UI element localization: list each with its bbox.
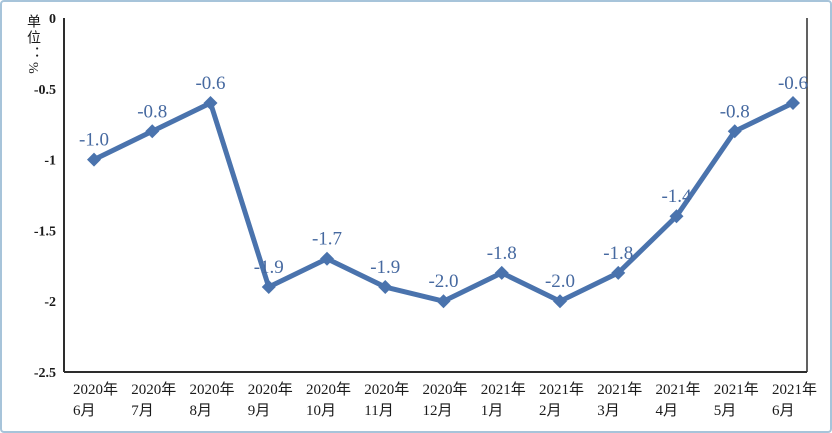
x-tick-year-label: 2020年 — [248, 381, 293, 398]
data-point-marker — [87, 152, 101, 167]
x-tick-month-label: 1月 — [481, 403, 504, 419]
data-point-marker — [378, 280, 393, 295]
data-point-marker — [203, 95, 218, 110]
x-tick-year-label: 2021年 — [481, 381, 526, 398]
x-tick-year-label: 2021年 — [539, 381, 584, 398]
x-tick-year-label: 2020年 — [190, 381, 235, 398]
x-tick-year-label: 2020年 — [364, 381, 409, 398]
x-tick-month-label: 9月 — [248, 403, 271, 419]
data-point-label: -0.6 — [195, 73, 225, 94]
y-axis-unit-label: 单位：% — [25, 14, 40, 76]
data-point-label: -0.8 — [720, 101, 750, 122]
y-tick-label: -1.5 — [34, 224, 56, 239]
data-point-label: -1.9 — [254, 257, 284, 278]
data-point-marker — [436, 294, 451, 309]
y-tick-label: -2 — [44, 295, 56, 310]
data-point-label: -2.0 — [428, 271, 458, 292]
data-point-label: -1.8 — [603, 243, 633, 264]
x-tick-month-label: 6月 — [73, 403, 96, 419]
x-tick-year-label: 2020年 — [423, 381, 468, 398]
data-point-marker — [669, 209, 684, 224]
data-point-label: -0.6 — [778, 73, 808, 94]
x-tick-year-label: 2020年 — [306, 381, 351, 398]
x-tick-month-label: 3月 — [597, 403, 620, 419]
data-point-marker — [553, 294, 567, 309]
y-tick-label: 0 — [49, 12, 56, 27]
y-tick-label: -1 — [44, 154, 56, 169]
data-point-marker — [494, 265, 509, 280]
x-tick-month-label: 4月 — [656, 403, 679, 419]
x-tick-month-label: 11月 — [364, 403, 393, 419]
x-tick-year-label: 2021年 — [772, 381, 817, 398]
x-tick-month-label: 10月 — [306, 403, 336, 419]
x-tick-month-label: 8月 — [190, 403, 213, 419]
y-tick-label: -2.5 — [34, 366, 56, 381]
x-tick-year-label: 2020年 — [131, 381, 176, 398]
data-point-label: -1.0 — [79, 130, 109, 151]
data-point-marker — [786, 95, 800, 110]
data-point-label: -1.8 — [487, 243, 517, 264]
data-point-label: -0.8 — [137, 101, 167, 122]
x-tick-month-label: 2月 — [539, 403, 562, 419]
x-tick-month-label: 5月 — [714, 403, 737, 419]
x-tick-year-label: 2021年 — [714, 381, 759, 398]
data-point-marker — [320, 251, 334, 266]
x-tick-month-label: 6月 — [772, 403, 795, 419]
data-point-marker — [261, 280, 276, 295]
y-tick-label: -0.5 — [34, 83, 56, 98]
data-point-label: -1.4 — [661, 186, 692, 207]
x-tick-year-label: 2020年 — [73, 381, 118, 398]
data-point-label: -1.9 — [370, 257, 400, 278]
data-point-marker — [611, 265, 626, 280]
x-tick-year-label: 2021年 — [597, 381, 642, 398]
x-tick-month-label: 7月 — [131, 403, 154, 419]
x-tick-month-label: 12月 — [423, 403, 453, 419]
data-point-label: -2.0 — [545, 271, 575, 292]
x-tick-year-label: 2021年 — [656, 381, 701, 398]
data-point-marker — [145, 124, 160, 139]
data-point-marker — [727, 124, 742, 139]
data-point-label: -1.7 — [312, 229, 342, 250]
